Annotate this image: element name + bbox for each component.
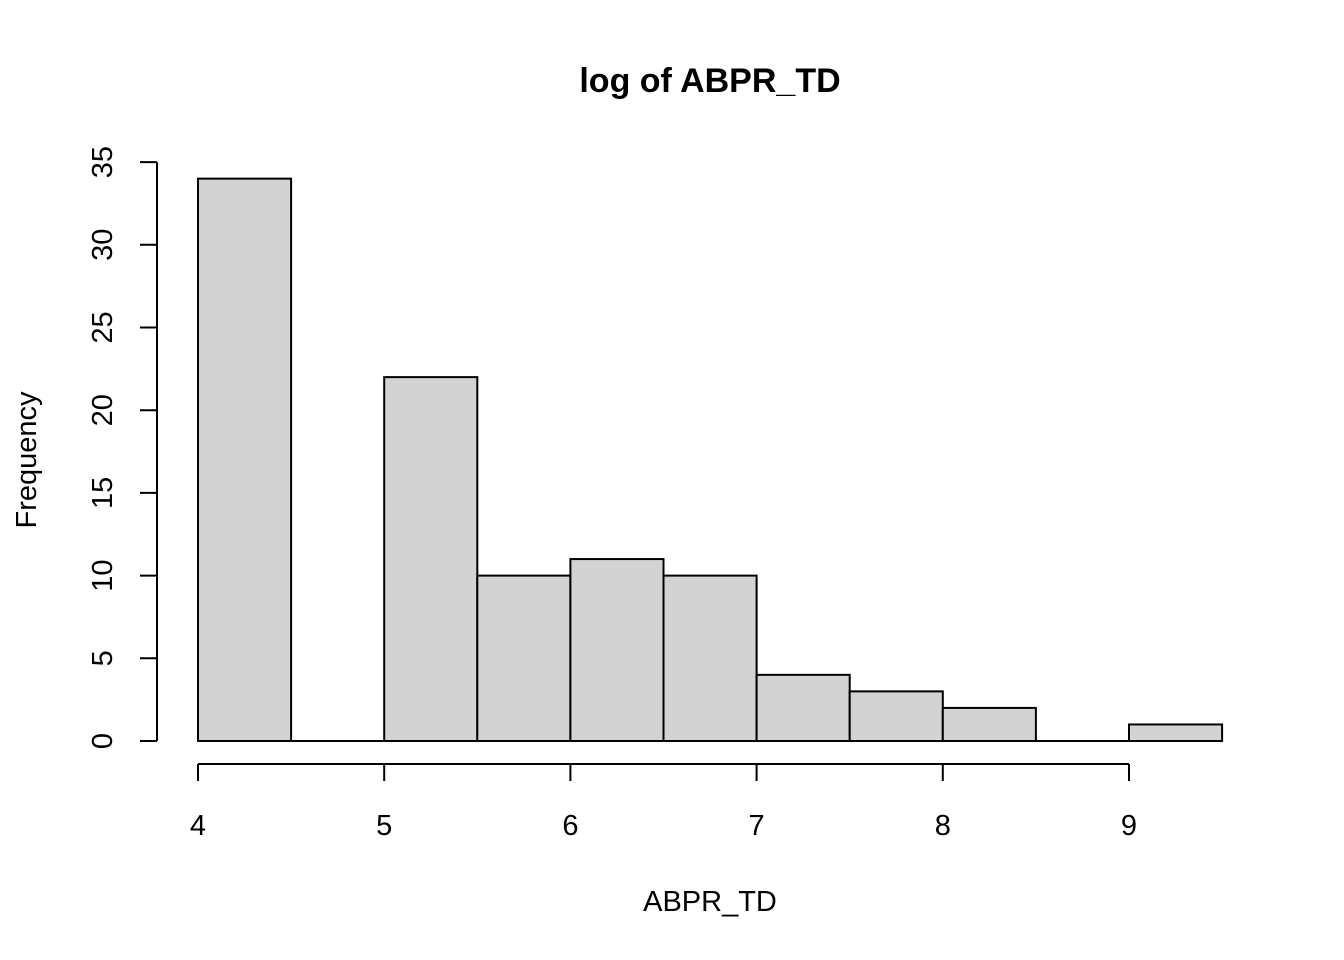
y-axis-label: Frequency: [11, 391, 43, 529]
chart-title: log of ABPR_TD: [579, 62, 840, 100]
y-axis: 0 5 10 15 20 25 30 35: [87, 146, 158, 749]
x-tick-label: 4: [190, 810, 206, 842]
y-tick-label: 15: [87, 477, 119, 509]
bars-group: [197, 177, 1224, 743]
x-axis-label: ABPR_TD: [643, 886, 777, 918]
x-axis: 4 5 6 7 8 9: [190, 763, 1137, 842]
y-tick-label: 30: [87, 229, 119, 261]
y-tick-label: 0: [87, 733, 119, 749]
x-tick-label: 7: [749, 810, 765, 842]
histogram-bar: [1128, 723, 1224, 743]
x-tick-label: 9: [1121, 810, 1137, 842]
x-tick-label: 8: [935, 810, 951, 842]
y-tick-label: 25: [87, 311, 119, 343]
y-tick-label: 5: [87, 650, 119, 666]
histogram-bar: [569, 558, 665, 742]
y-tick-label: 20: [87, 394, 119, 426]
x-tick-label: 5: [376, 810, 392, 842]
histogram-bar: [848, 690, 944, 743]
x-tick-label: 6: [562, 810, 578, 842]
histogram-bar: [383, 376, 479, 742]
histogram-bar: [476, 574, 572, 742]
histogram-bar: [662, 574, 758, 742]
y-tick-label: 10: [87, 559, 119, 591]
y-tick-label: 35: [87, 146, 119, 178]
histogram-bar: [197, 177, 293, 742]
histogram-bar: [941, 706, 1037, 742]
histogram-bar: [755, 673, 851, 743]
